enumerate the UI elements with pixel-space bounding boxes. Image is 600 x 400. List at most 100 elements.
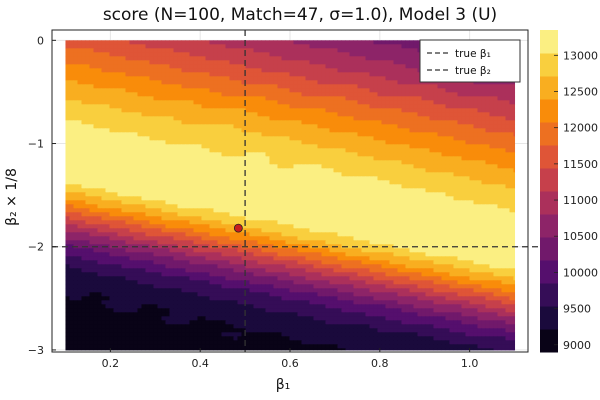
contour-cell-4219 [217, 188, 222, 193]
contour-cell-4596 [369, 200, 374, 205]
contour-cell-2688 [421, 132, 426, 137]
contour-cell-4858 [513, 208, 516, 213]
contour-cell-502 [265, 56, 270, 61]
contour-cell-3968 [117, 180, 122, 185]
contour-cell-2069 [205, 112, 210, 117]
contour-cell-1595 [117, 96, 122, 101]
contour-cell-733 [285, 64, 290, 69]
contour-cell-3955 [65, 180, 70, 185]
contour-cell-4898 [221, 212, 226, 217]
contour-cell-3614 [509, 164, 514, 169]
contour-cell-4860 [69, 212, 74, 217]
contour-cell-3521 [137, 164, 142, 169]
contour-cell-4425 [137, 196, 142, 201]
contour-cell-3328 [269, 156, 274, 161]
contour-cell-4556 [209, 200, 214, 205]
contour-cell-2013 [433, 108, 438, 113]
contour-cell-4979 [93, 216, 98, 221]
contour-cell-1695 [65, 100, 70, 105]
contour-cell-2090 [289, 112, 294, 117]
contour-cell-35 [205, 40, 210, 45]
contour-cell-3773 [241, 172, 246, 177]
contour-cell-3724 [497, 168, 502, 173]
contour-cell-2148 [69, 116, 74, 121]
contour-cell-4845 [461, 208, 466, 213]
contour-cell-3248 [401, 152, 406, 157]
contour-cell-1967 [249, 108, 254, 113]
contour-cell-4629 [501, 200, 506, 205]
contour-cell-3484 [441, 160, 446, 165]
contour-cell-4141 [357, 184, 362, 189]
contour-cell-398 [301, 52, 306, 57]
contour-cell-3351 [361, 156, 366, 161]
contour-cell-4053 [457, 180, 462, 185]
contour-cell-3473 [397, 160, 402, 165]
contour-cell-4879 [145, 212, 150, 217]
contour-cell-2869 [241, 140, 246, 145]
contour-cell-3039 [469, 144, 474, 149]
contour-cell-2408 [205, 124, 210, 129]
contour-cell-1310 [333, 84, 338, 89]
contour-cell-25 [165, 40, 170, 45]
contour-cell-2533 [253, 128, 258, 133]
contour-cell-1846 [217, 104, 222, 109]
contour-cell-1182 [273, 80, 278, 85]
contour-cell-2345 [405, 120, 410, 125]
contour-cell-2726 [121, 136, 126, 141]
contour-cell-2025 [481, 108, 486, 113]
contour-cell-4754 [97, 208, 102, 213]
contour-cell-3812 [397, 172, 402, 177]
contour-cell-4437 [185, 196, 190, 201]
contour-cell-2586 [465, 128, 470, 133]
contour-cell-4689 [289, 204, 294, 209]
contour-cell-2290 [185, 120, 190, 125]
contour-cell-4303 [101, 192, 106, 197]
contour-cell-3145 [441, 148, 446, 153]
contour-cell-3254 [425, 152, 430, 157]
contour-cell-2444 [349, 124, 354, 129]
contour-cell-3368 [429, 156, 434, 161]
contour-cell-2857 [193, 140, 198, 145]
contour-cell-1968 [253, 108, 258, 113]
contour-cell-1944 [157, 108, 162, 113]
contour-cell-308 [393, 48, 398, 53]
contour-cell-840 [261, 68, 266, 73]
contour-cell-153 [225, 44, 230, 49]
contour-cell-2900 [365, 140, 370, 145]
contour-cell-4750 [81, 208, 86, 213]
contour-cell-4973 [69, 216, 74, 221]
contour-cell-147 [201, 44, 206, 49]
contour-cell-4019 [321, 180, 326, 185]
contour-cell-1564 [445, 92, 450, 97]
contour-cell-583 [137, 60, 142, 65]
contour-cell-3015 [373, 144, 378, 149]
contour-cell-4846 [465, 208, 470, 213]
contour-cell-1905 [453, 104, 458, 109]
contour-cell-3033 [445, 144, 450, 149]
contour-cell-3502 [513, 160, 516, 165]
contour-cell-828 [213, 68, 218, 73]
contour-cell-3377 [465, 156, 470, 161]
contour-cell-4340 [249, 192, 254, 197]
contour-cell-4972 [65, 216, 70, 221]
contour-cell-252 [169, 48, 174, 53]
contour-cell-2906 [389, 140, 394, 145]
contour-cell-2422 [261, 124, 266, 129]
contour-cell-3379 [473, 156, 478, 161]
contour-cell-1862 [281, 104, 286, 109]
contour-cell-4265 [401, 188, 406, 193]
contour-cell-1160 [185, 80, 190, 85]
contour-cell-3990 [205, 180, 210, 185]
contour-cell-3448 [297, 160, 302, 165]
contour-cell-3605 [473, 164, 478, 169]
contour-cell-4542 [153, 200, 158, 205]
contour-cell-1707 [113, 100, 118, 105]
contour-cell-4093 [165, 184, 170, 189]
contour-cell-3401 [109, 160, 114, 165]
contour-cell-3006 [337, 144, 342, 149]
contour-cell-4551 [189, 200, 194, 205]
contour-cell-4956 [453, 212, 458, 217]
contour-cell-4202 [149, 188, 154, 193]
contour-cell-1854 [249, 104, 254, 109]
contour-cell-625 [305, 60, 310, 65]
